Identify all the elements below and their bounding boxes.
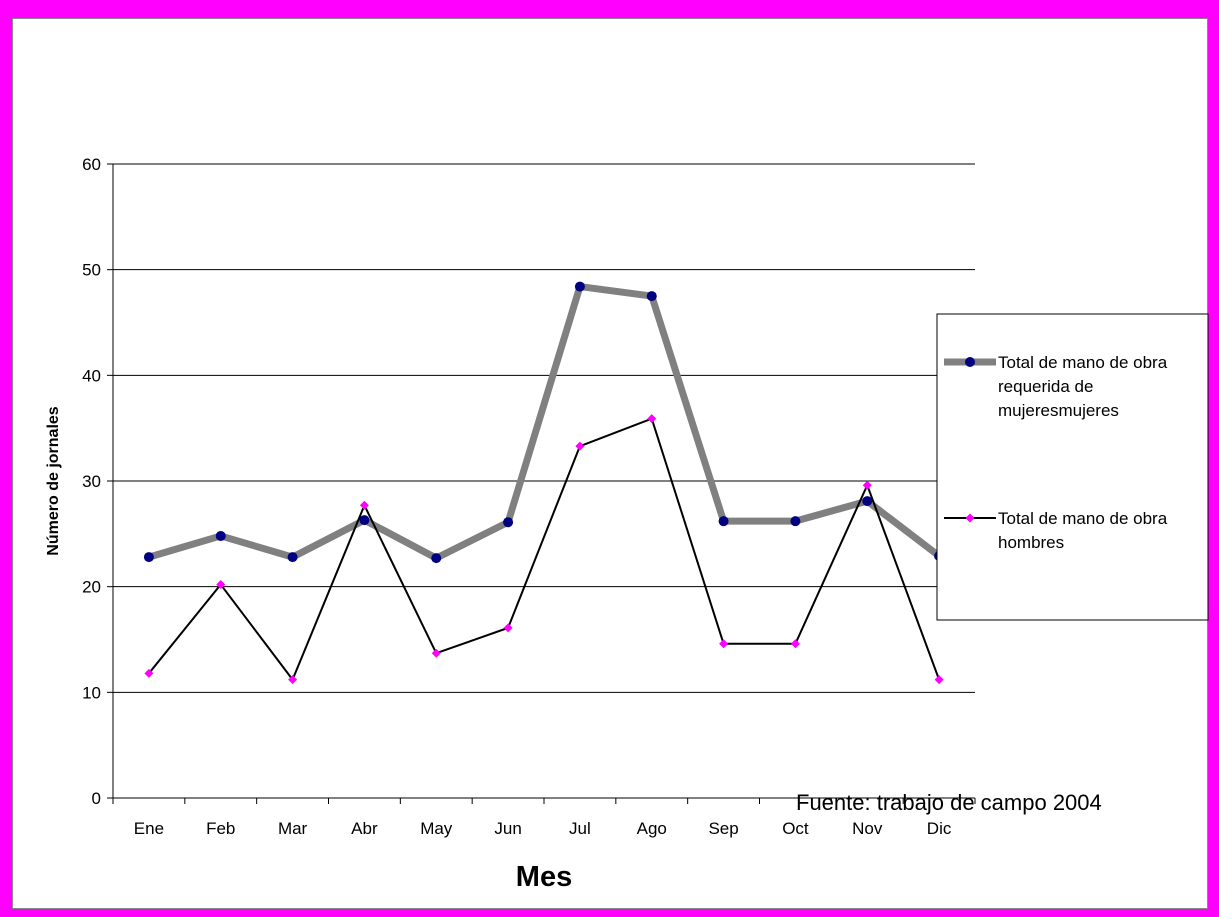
data-point <box>790 639 800 649</box>
data-point <box>862 496 873 507</box>
x-tick-label: Abr <box>351 819 378 838</box>
series-2 <box>144 414 944 685</box>
data-point <box>862 480 872 490</box>
x-axis-title: Mes <box>516 861 572 893</box>
legend: Total de mano de obra requerida de mujeres… <box>936 313 1209 621</box>
y-tick-label: 50 <box>82 261 101 280</box>
data-point <box>215 530 226 541</box>
y-tick-label: 30 <box>82 472 101 491</box>
data-point <box>144 668 154 678</box>
data-point <box>359 515 370 526</box>
data-point <box>216 580 226 590</box>
data-point <box>143 552 154 563</box>
y-tick-label: 20 <box>82 578 101 597</box>
x-tick-label: Mar <box>278 819 308 838</box>
legend-label: hombres <box>998 533 1064 552</box>
legend-label: requerida de <box>998 377 1093 396</box>
x-tick-label: Nov <box>852 819 883 838</box>
legend-item: Total de mano de obra requerida de mujeres… <box>944 353 1168 420</box>
series-line <box>147 283 942 562</box>
data-point <box>431 648 441 658</box>
x-tick-label: Jun <box>494 819 521 838</box>
data-point <box>646 291 657 302</box>
data-point <box>503 517 514 528</box>
data-point <box>719 639 729 649</box>
data-point <box>647 414 657 424</box>
legend-marker <box>965 357 975 367</box>
data-point <box>288 675 298 685</box>
x-tick-label: Ago <box>637 819 667 838</box>
legend-label: Total de mano de obra <box>998 509 1168 528</box>
x-tick-label: Sep <box>708 819 738 838</box>
data-point <box>934 675 944 685</box>
x-tick-label: May <box>420 819 453 838</box>
data-point <box>503 623 513 633</box>
series-line <box>148 417 941 681</box>
data-point <box>431 553 442 564</box>
data-point <box>575 441 585 451</box>
y-tick-label: 60 <box>82 155 101 174</box>
source-annotation: Fuente: trabajo de campo 2004 <box>796 790 1102 815</box>
data-point <box>790 516 801 527</box>
y-tick-label: 40 <box>82 366 101 385</box>
series-1 <box>143 281 945 564</box>
data-point <box>574 281 585 292</box>
x-tick-label: Oct <box>782 819 809 838</box>
axes: 0 10 20 30 40 50 60 Ene Feb Mar Abr May Jun Jul Ago Sep… <box>82 155 976 838</box>
series-layer <box>143 281 945 685</box>
data-point <box>287 552 298 563</box>
gridlines <box>113 163 975 693</box>
y-tick-label: 0 <box>92 789 101 808</box>
legend-item: Total de mano de obra hombres <box>944 509 1168 552</box>
legend-marker <box>965 513 975 523</box>
legend-label: Total de mano de obra <box>998 353 1168 372</box>
legend-label: mujeresmujeres <box>998 401 1119 420</box>
x-tick-label: Jul <box>569 819 591 838</box>
y-axis-title: Número de jornales <box>45 406 62 555</box>
y-tick-label: 10 <box>82 683 101 702</box>
x-tick-label: Ene <box>134 819 164 838</box>
data-point <box>359 500 369 510</box>
x-tick-label: Dic <box>927 819 952 838</box>
data-point <box>718 516 729 527</box>
x-tick-label: Feb <box>206 819 235 838</box>
